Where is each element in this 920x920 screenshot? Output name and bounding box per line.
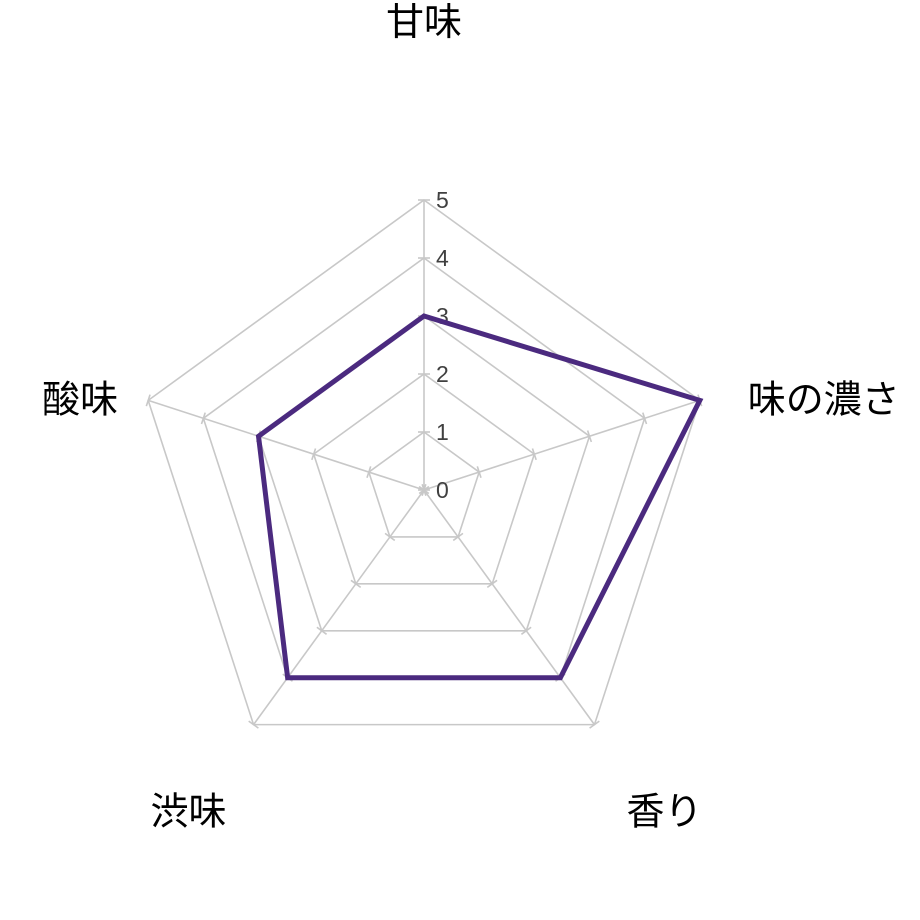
tick-mark xyxy=(642,412,648,425)
grid xyxy=(145,199,703,729)
grid-ring-1 xyxy=(367,431,481,538)
tick-mark xyxy=(476,466,482,479)
spoke-3 xyxy=(252,489,425,726)
tick-mark xyxy=(486,579,498,589)
tick-mark xyxy=(452,532,464,542)
spoke-2 xyxy=(423,489,596,726)
spoke-1 xyxy=(423,399,701,491)
tick-mark xyxy=(248,720,259,729)
category-label: 香り xyxy=(626,790,702,834)
category-label: 甘味 xyxy=(386,0,462,44)
tick-mark xyxy=(350,579,362,589)
grid-ring-5 xyxy=(147,199,701,726)
tick-label: 4 xyxy=(436,245,449,271)
category-label: 酸味 xyxy=(42,377,118,421)
tick-mark xyxy=(421,484,427,496)
tick-mark xyxy=(586,430,593,443)
tick-label: 5 xyxy=(436,187,449,213)
tick-label: 0 xyxy=(436,477,449,503)
series xyxy=(255,313,704,681)
tick-label: 2 xyxy=(436,361,449,387)
tick-mark xyxy=(311,448,317,461)
tick-label: 1 xyxy=(436,419,449,445)
tick-mark xyxy=(531,448,537,461)
series-line xyxy=(255,313,704,681)
category-label: 渋味 xyxy=(151,790,227,834)
grid-ring-2 xyxy=(312,373,536,585)
tick-mark xyxy=(145,394,151,407)
tick-mark xyxy=(316,626,328,635)
tick-mark xyxy=(589,720,600,729)
tick-mark xyxy=(366,466,372,479)
tick-mark xyxy=(520,626,532,635)
spoke-4 xyxy=(147,399,425,491)
tick-mark xyxy=(200,412,206,425)
tick-mark xyxy=(384,532,396,542)
category-label: 味の濃さ xyxy=(748,377,900,421)
